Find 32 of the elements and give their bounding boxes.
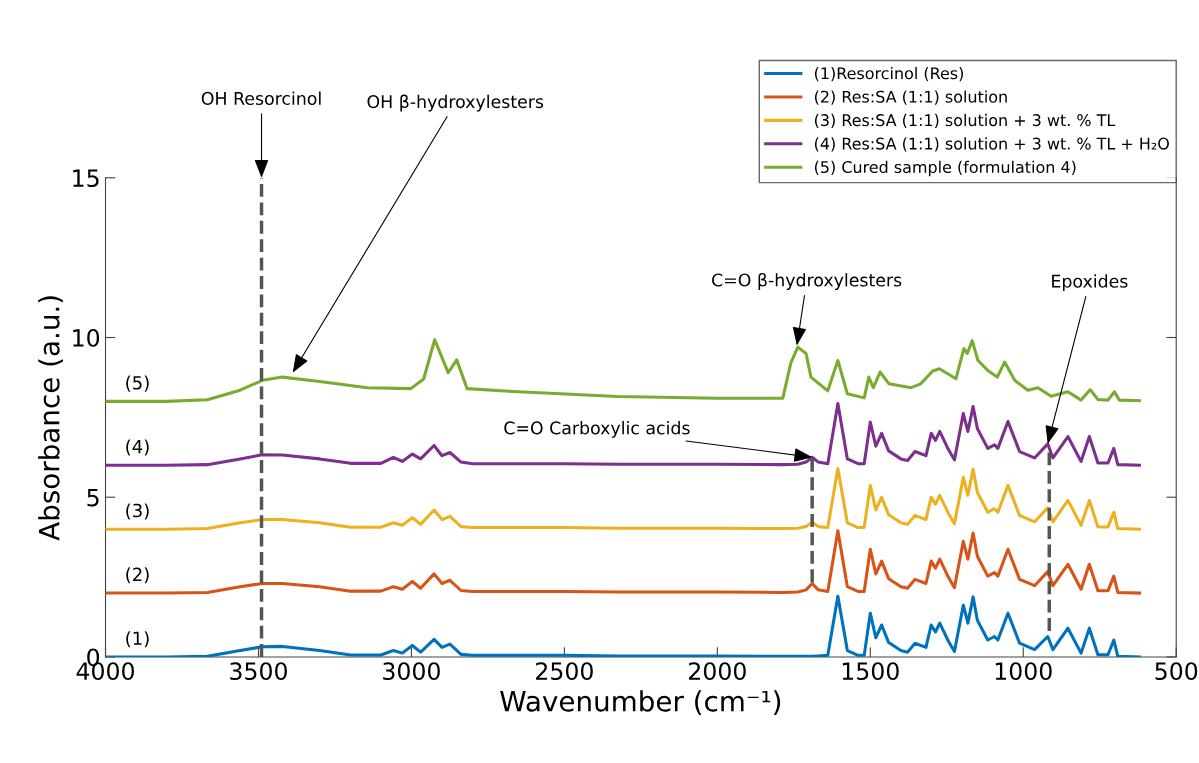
- annotation: OH Resorcinol: [201, 91, 321, 105]
- legend-label: (5) Cured sample (formulation 4): [814, 160, 1076, 177]
- x-tick-label: 1500: [842, 662, 899, 681]
- x-axis-title: Wavenumber (cm⁻¹): [500, 690, 781, 715]
- x-tick-label: 2000: [689, 662, 746, 681]
- annotation: (2): [126, 567, 149, 584]
- x-tick-label: 2500: [536, 662, 593, 681]
- x-tick-label: 3500: [230, 662, 287, 681]
- y-axis-title: Absorbance (a.u.): [38, 296, 63, 541]
- annotation: (3): [126, 503, 149, 520]
- x-tick-label: 500: [1155, 662, 1198, 681]
- y-tick-label: 5: [87, 488, 99, 507]
- line-series: [105, 529, 1142, 595]
- y-tick-label: 15: [73, 169, 99, 188]
- legend-label: (2) Res:SA (1:1) solution: [814, 90, 1007, 105]
- annotation: Epoxides: [1052, 274, 1128, 292]
- line-series: [105, 402, 1142, 467]
- line-series: [105, 594, 1142, 657]
- line-series: [105, 466, 1142, 531]
- legend-label: (1)Resorcinol (Res): [814, 66, 963, 82]
- legend-label: (4) Res:SA (1:1) solution + 3 wt. % TL + H₂O: [814, 137, 1169, 152]
- annotation: OH β-hydroxylesters: [367, 94, 544, 112]
- annotation: (4): [126, 439, 149, 456]
- y-tick-label: 10: [73, 328, 100, 347]
- annotation: (5): [126, 375, 149, 392]
- legend-label: (3) Res:SA (1:1) solution + 3 wt. % TL: [814, 113, 1116, 129]
- annotation: C=O β-hydroxylesters: [712, 273, 902, 290]
- annotation: C=O Carboxylic acids: [504, 421, 690, 438]
- x-tick-label: 3000: [383, 662, 440, 681]
- annotation: (1): [126, 631, 149, 648]
- x-tick-label: 1000: [995, 662, 1052, 681]
- line-series: [105, 338, 1142, 403]
